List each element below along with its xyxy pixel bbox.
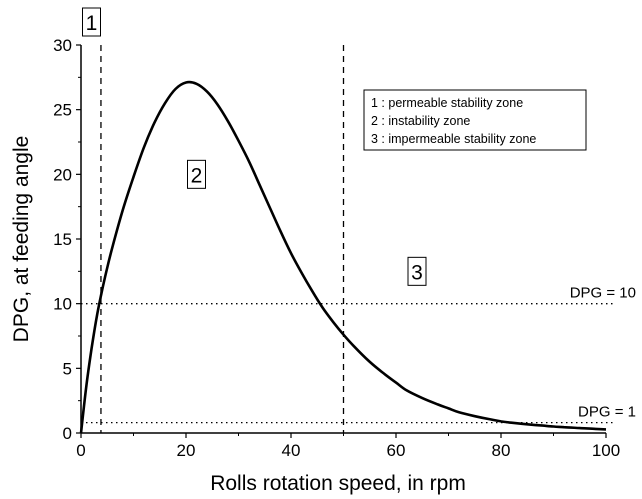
zone-label-1: 1 [82,7,101,37]
x-tick-label: 20 [177,441,196,460]
legend-entry-2: 2 : instability zone [371,114,470,128]
y-tick-label: 15 [53,230,72,249]
legend-entry-1: 1 : permeable stability zone [371,96,523,110]
hline-label-2: DPG = 1 [578,404,636,421]
zone-label-text: 3 [411,261,423,284]
legend-box [363,89,587,151]
legend-entry-3: 3 : impermeable stability zone [371,132,536,146]
y-tick-label: 20 [53,165,72,184]
zone-label-text: 2 [191,164,203,187]
y-axis-title: DPG, at feeding angle [10,136,33,343]
y-tick-label: 30 [53,36,72,55]
x-tick-label: 80 [492,441,511,460]
y-ticks: 0 5 10 15 20 25 30 [53,36,81,443]
x-tick-label: 100 [592,441,620,460]
x-axis-title: Rolls rotation speed, in rpm [210,472,466,495]
x-tick-label: 60 [387,441,406,460]
dpg-curve [79,80,607,434]
x-ticks: 0 20 40 60 80 100 [76,433,620,460]
y-tick-label: 0 [63,424,72,443]
zone-label-box [82,7,101,37]
zone-labels: 1 2 3 [82,7,427,286]
x-tick-label: 40 [282,441,301,460]
hline-label-1: DPG = 10 [570,285,636,302]
y-tick-label: 5 [63,359,72,378]
reference-lines: DPG = 10 DPG = 1 [81,45,636,433]
legend: 1 : permeable stability zone 2 : instabi… [363,89,587,151]
zone-label-text: 1 [86,12,98,35]
zone-label-box [187,159,206,189]
zone-label-2: 2 [187,159,206,189]
y-tick-label: 10 [53,295,72,314]
y-tick-label: 25 [53,101,72,120]
x-tick-label: 0 [76,441,85,460]
zone-label-box [407,256,427,286]
zone-label-3: 3 [407,256,427,286]
